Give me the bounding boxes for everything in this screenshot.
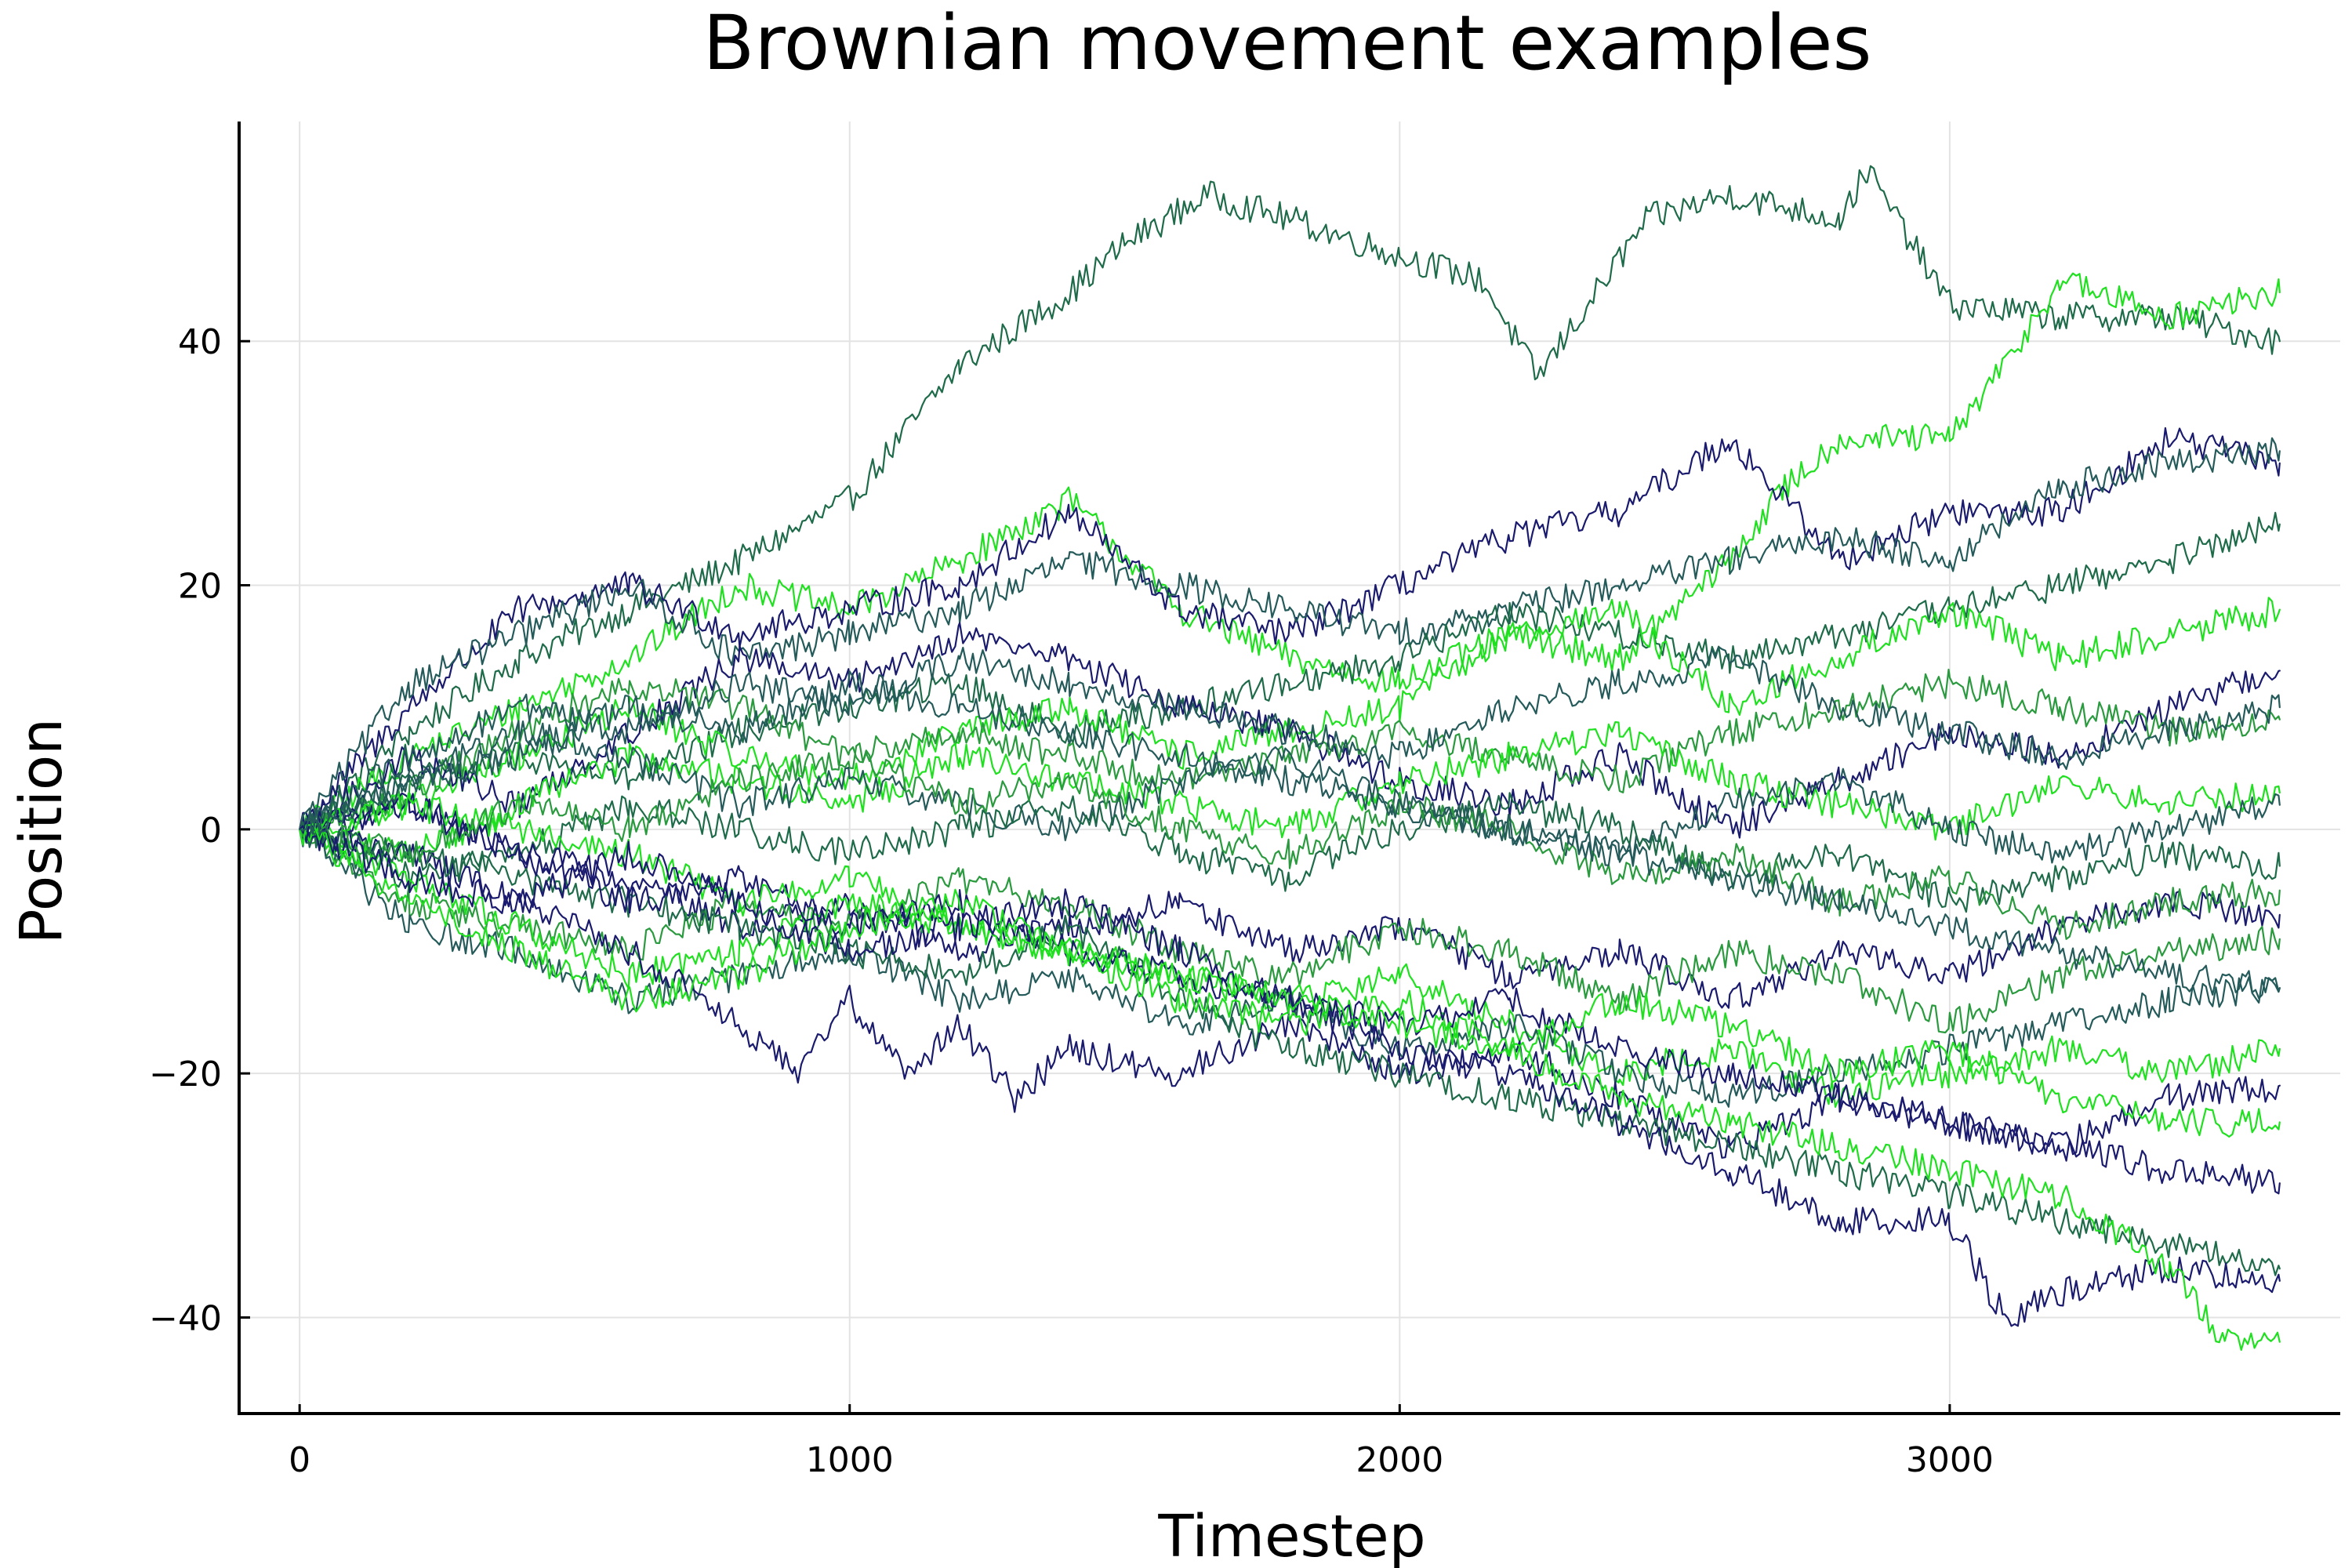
chart-title: Brownian movement examples xyxy=(702,0,1871,87)
ticks: 0 1000 2000 3000 −40 −20 0 20 40 xyxy=(149,322,1994,1480)
x-tick-label: 3000 xyxy=(1906,1440,1994,1480)
x-axis-label: Timestep xyxy=(1157,1503,1425,1568)
series-line-21 xyxy=(299,745,2281,940)
series-line-24 xyxy=(299,670,2281,1000)
series-line-17 xyxy=(299,817,2281,1276)
y-tick-label: 40 xyxy=(178,322,222,362)
series-line-9 xyxy=(299,720,2281,863)
series-line-8 xyxy=(299,668,2281,834)
series-line-22 xyxy=(299,821,2281,1195)
series-line-1 xyxy=(299,165,2281,833)
series-group xyxy=(299,165,2281,1351)
x-tick-label: 2000 xyxy=(1356,1440,1443,1480)
x-tick-label: 1000 xyxy=(806,1440,894,1480)
series-line-20 xyxy=(299,646,2281,830)
series-line-23 xyxy=(299,823,2281,1138)
series-line-12 xyxy=(299,793,2281,1009)
series-line-18 xyxy=(299,792,2281,1327)
series-line-10 xyxy=(299,720,2281,864)
y-tick-label: 20 xyxy=(178,567,222,607)
y-tick-label: 0 xyxy=(200,811,222,851)
grid xyxy=(239,122,2340,1415)
axes xyxy=(238,122,2340,1415)
series-line-5 xyxy=(299,511,2281,839)
y-tick-label: −40 xyxy=(149,1298,222,1338)
y-tick-label: −20 xyxy=(149,1054,222,1094)
series-line-6 xyxy=(299,597,2281,837)
series-line-4 xyxy=(299,437,2281,835)
y-axis-label: Position xyxy=(8,718,75,944)
series-line-3 xyxy=(299,426,2281,830)
x-tick-label: 0 xyxy=(289,1440,310,1480)
series-line-11 xyxy=(299,792,2281,913)
series-line-2 xyxy=(299,272,2281,840)
